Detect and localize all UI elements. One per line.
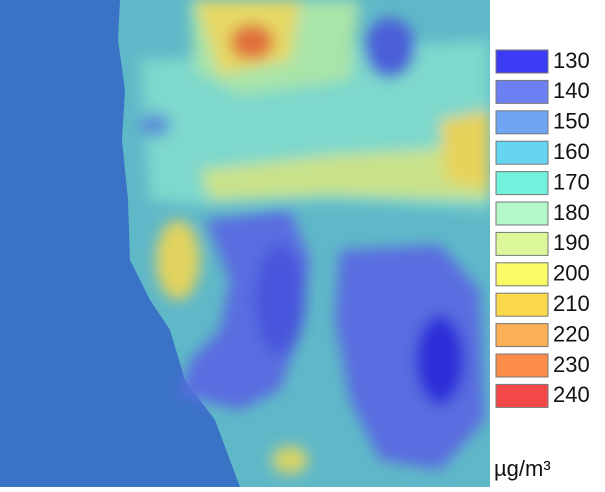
legend-label: 130 xyxy=(553,48,590,73)
legend-swatch xyxy=(496,111,548,134)
unit-label: µg/m³ xyxy=(494,456,551,481)
legend-label: 240 xyxy=(553,382,590,407)
legend-swatch xyxy=(496,263,548,286)
legend-swatch xyxy=(496,354,548,377)
legend-label: 160 xyxy=(553,139,590,164)
map-view: 130 140 150 160 170 180 190 200 210 220 230 240 µg/… xyxy=(0,0,605,492)
legend-swatch xyxy=(496,324,548,347)
legend: 130 140 150 160 170 180 190 200 210 220 230 240 xyxy=(496,48,590,408)
concentration-map xyxy=(0,0,490,487)
legend-swatch xyxy=(496,384,548,407)
legend-swatch xyxy=(496,141,548,164)
legend-label: 200 xyxy=(553,261,590,286)
legend-swatch xyxy=(496,80,548,103)
legend-label: 150 xyxy=(553,109,590,134)
legend-label: 230 xyxy=(553,352,590,377)
legend-swatch xyxy=(496,293,548,316)
legend-label: 170 xyxy=(553,169,590,194)
legend-swatch xyxy=(496,232,548,255)
legend-label: 210 xyxy=(553,291,590,316)
legend-label: 220 xyxy=(553,321,590,346)
legend-label: 180 xyxy=(553,200,590,225)
legend-swatch xyxy=(496,50,548,73)
legend-label: 190 xyxy=(553,230,590,255)
legend-label: 140 xyxy=(553,78,590,103)
legend-swatch xyxy=(496,202,548,225)
legend-swatch xyxy=(496,172,548,195)
